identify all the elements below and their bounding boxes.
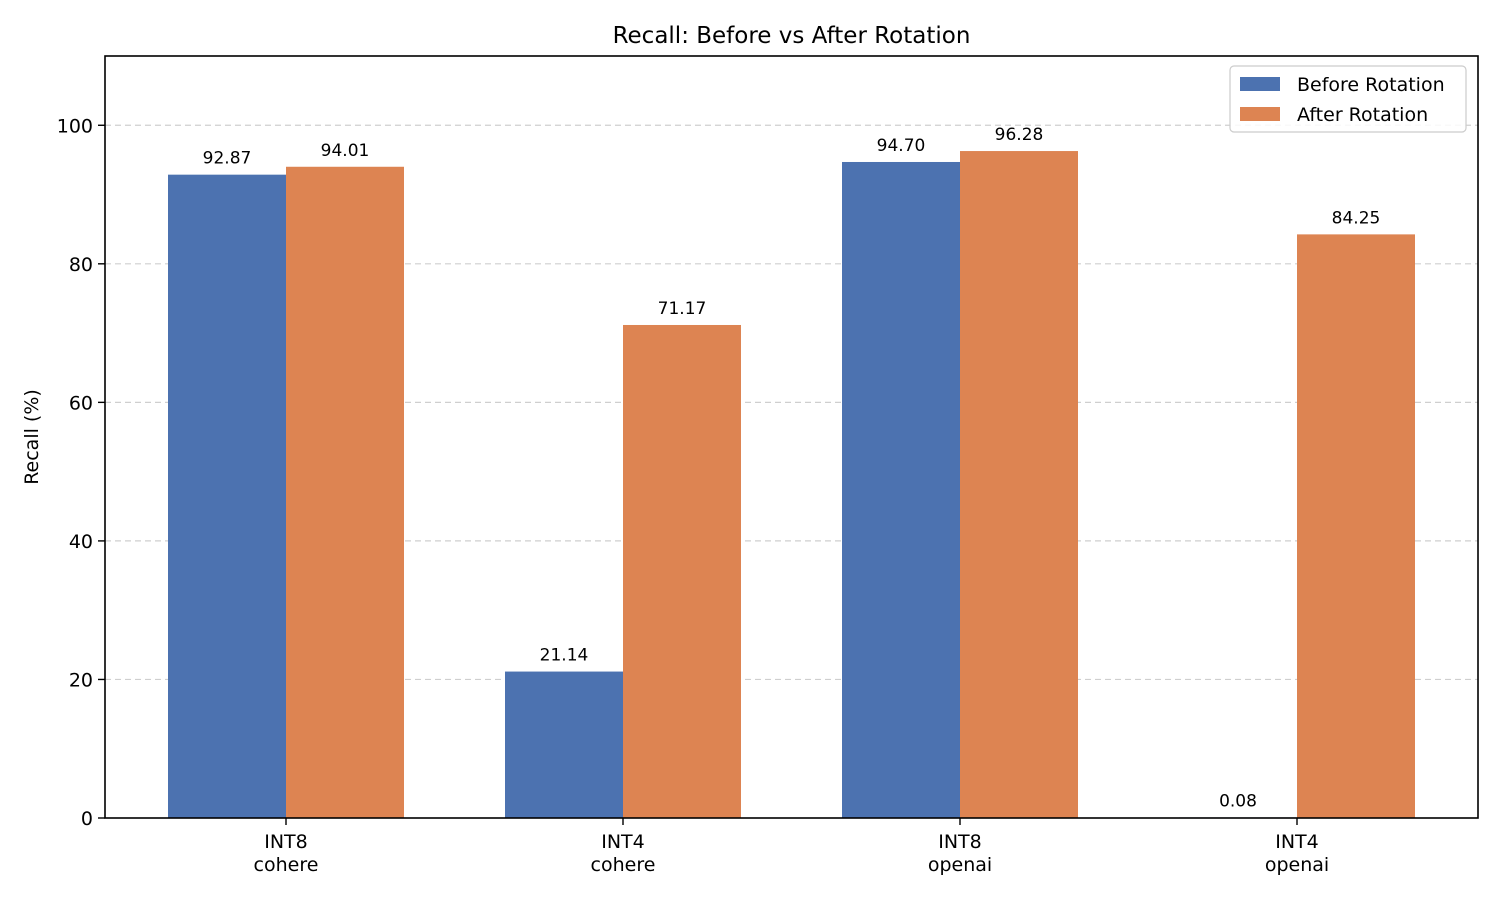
legend-label-0: Before Rotation: [1297, 74, 1445, 96]
data-label: 96.28: [995, 125, 1044, 145]
x-tick-label-line1: INT4: [1275, 831, 1319, 853]
legend-label-1: After Rotation: [1297, 104, 1428, 126]
x-tick-label-line1: INT4: [601, 831, 645, 853]
x-tick-label-line2: cohere: [591, 854, 656, 876]
plot-frame: [104, 55, 1479, 819]
bar-after-2: [960, 151, 1078, 818]
y-tick-label: 60: [69, 392, 93, 414]
y-tick-label: 0: [81, 808, 93, 830]
x-tick-label-line2: cohere: [254, 854, 319, 876]
legend-swatch-1: [1240, 107, 1280, 121]
x-tick-label-line2: openai: [928, 854, 992, 876]
y-axis: 0 20 40 60 80 100: [57, 115, 105, 830]
bar-before-1: [505, 671, 623, 818]
data-label: 0.08: [1219, 791, 1257, 811]
x-tick-label-line1: INT8: [938, 831, 982, 853]
y-tick-label: 40: [69, 531, 93, 553]
bar-before-0: [168, 174, 286, 818]
y-tick-label: 20: [69, 669, 93, 691]
bar-after-0: [286, 166, 404, 818]
bar-after-3: [1297, 234, 1415, 819]
data-label: 21.14: [540, 646, 589, 666]
y-tick-label: 80: [69, 254, 93, 276]
data-label: 84.25: [1332, 208, 1381, 228]
bar-before-2: [842, 161, 960, 818]
bar-after-1: [623, 324, 741, 818]
bars: [168, 151, 1415, 819]
legend-box: [1229, 65, 1467, 133]
x-tick-label-line1: INT8: [264, 831, 308, 853]
chart-title: Recall: Before vs After Rotation: [613, 23, 971, 49]
data-label: 94.70: [877, 136, 926, 156]
y-tick-label: 100: [57, 115, 93, 137]
data-label: 92.87: [203, 149, 252, 169]
legend: Before Rotation After Rotation: [1229, 65, 1467, 133]
value-labels: 92.87 94.01 21.14 71.17 94.70 96.28 0.08 84.25: [203, 125, 1381, 811]
y-axis-label: Recall (%): [21, 389, 43, 485]
legend-swatch-0: [1240, 77, 1280, 91]
data-label: 94.01: [321, 141, 370, 161]
x-tick-label-line2: openai: [1265, 854, 1329, 876]
data-label: 71.17: [658, 299, 707, 319]
